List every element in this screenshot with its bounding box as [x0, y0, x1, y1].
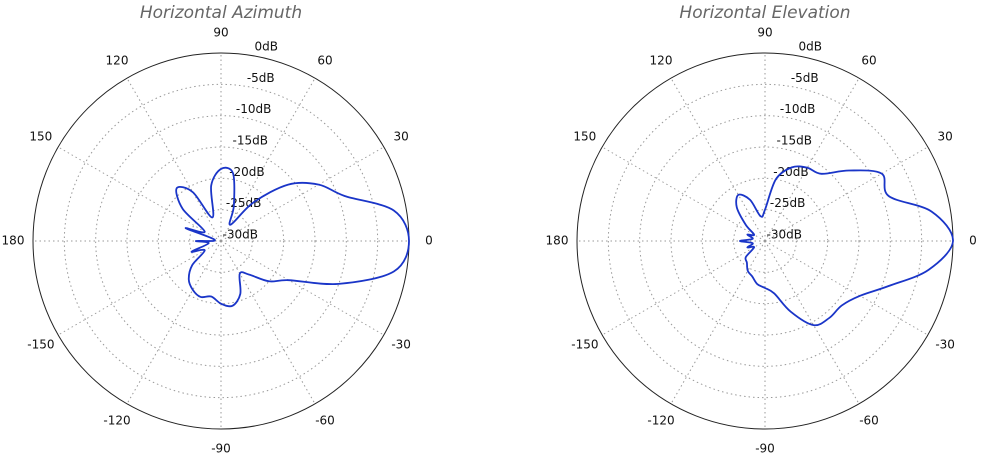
angle-tick-label: -90: [211, 442, 231, 455]
radial-tick-label: -20dB: [773, 165, 808, 179]
angle-tick-label: -120: [103, 414, 130, 428]
ring-grid-line: [63, 83, 379, 399]
radial-tick-label: 0dB: [255, 40, 278, 54]
radial-tick-label: -10dB: [780, 102, 815, 116]
ring-grid-line: [157, 177, 285, 305]
angle-tick-label: -150: [27, 338, 54, 352]
angle-tick-label: 150: [29, 130, 52, 144]
radial-tick-label: -30dB: [767, 228, 802, 242]
ring-grid-line: [733, 209, 797, 273]
radial-tick-label: -15dB: [233, 134, 268, 148]
angle-tick-label: -90: [755, 442, 775, 455]
angle-tick-label: -30: [935, 338, 955, 352]
spoke-grid-line: [57, 146, 222, 242]
chart-title: Horizontal Elevation: [679, 3, 850, 23]
angle-tick-label: -30: [391, 338, 411, 352]
angle-tick-label: 90: [757, 26, 772, 40]
ring-grid-line: [126, 146, 316, 336]
spoke-grid-line: [670, 77, 766, 242]
angle-tick-label: -120: [647, 414, 674, 428]
radial-tick-label: 0dB: [799, 40, 822, 54]
angle-tick-label: 120: [650, 53, 673, 67]
radial-tick-label: -10dB: [236, 102, 271, 116]
radial-tick-label: -15dB: [777, 134, 812, 148]
radial-tick-label: -20dB: [229, 165, 264, 179]
angle-tick-label: 60: [861, 53, 876, 67]
angle-tick-label: -150: [571, 338, 598, 352]
ring-grid-line: [189, 209, 253, 273]
radial-tick-label: -5dB: [247, 71, 275, 85]
angle-tick-label: 60: [317, 53, 332, 67]
radial-tick-label: -25dB: [770, 196, 805, 210]
angle-tick-label: 150: [573, 130, 596, 144]
ring-grid-line: [670, 146, 860, 336]
angle-tick-label: -60: [315, 414, 335, 428]
radial-tick-label: -5dB: [791, 71, 819, 85]
spoke-grid-line: [601, 240, 766, 336]
angle-tick-label: 0: [425, 234, 433, 248]
radial-tick-label: -25dB: [226, 196, 261, 210]
spoke-grid-line: [764, 240, 929, 336]
ring-grid-line: [95, 115, 347, 367]
spoke-grid-line: [220, 240, 385, 336]
spoke-grid-line: [764, 240, 860, 405]
angle-tick-label: 180: [546, 234, 569, 248]
angle-tick-label: 90: [213, 26, 228, 40]
angle-tick-label: 120: [106, 53, 129, 67]
angle-tick-label: 0: [969, 234, 977, 248]
angle-tick-label: 30: [937, 130, 952, 144]
spoke-grid-line: [220, 240, 316, 405]
angle-tick-label: 180: [2, 234, 25, 248]
ring-grid-line: [639, 115, 891, 367]
spoke-grid-line: [670, 240, 766, 405]
angle-tick-label: -60: [859, 414, 879, 428]
pattern-line: [175, 166, 410, 308]
chart-title: Horizontal Azimuth: [140, 3, 302, 23]
radial-tick-label: -30dB: [223, 228, 258, 242]
spoke-grid-line: [57, 240, 222, 336]
spoke-grid-line: [126, 240, 222, 405]
ring-grid-line: [607, 83, 923, 399]
angle-tick-label: 30: [393, 130, 408, 144]
ring-grid-line: [701, 177, 829, 305]
spoke-grid-line: [126, 77, 222, 242]
pattern-line: [735, 165, 954, 327]
